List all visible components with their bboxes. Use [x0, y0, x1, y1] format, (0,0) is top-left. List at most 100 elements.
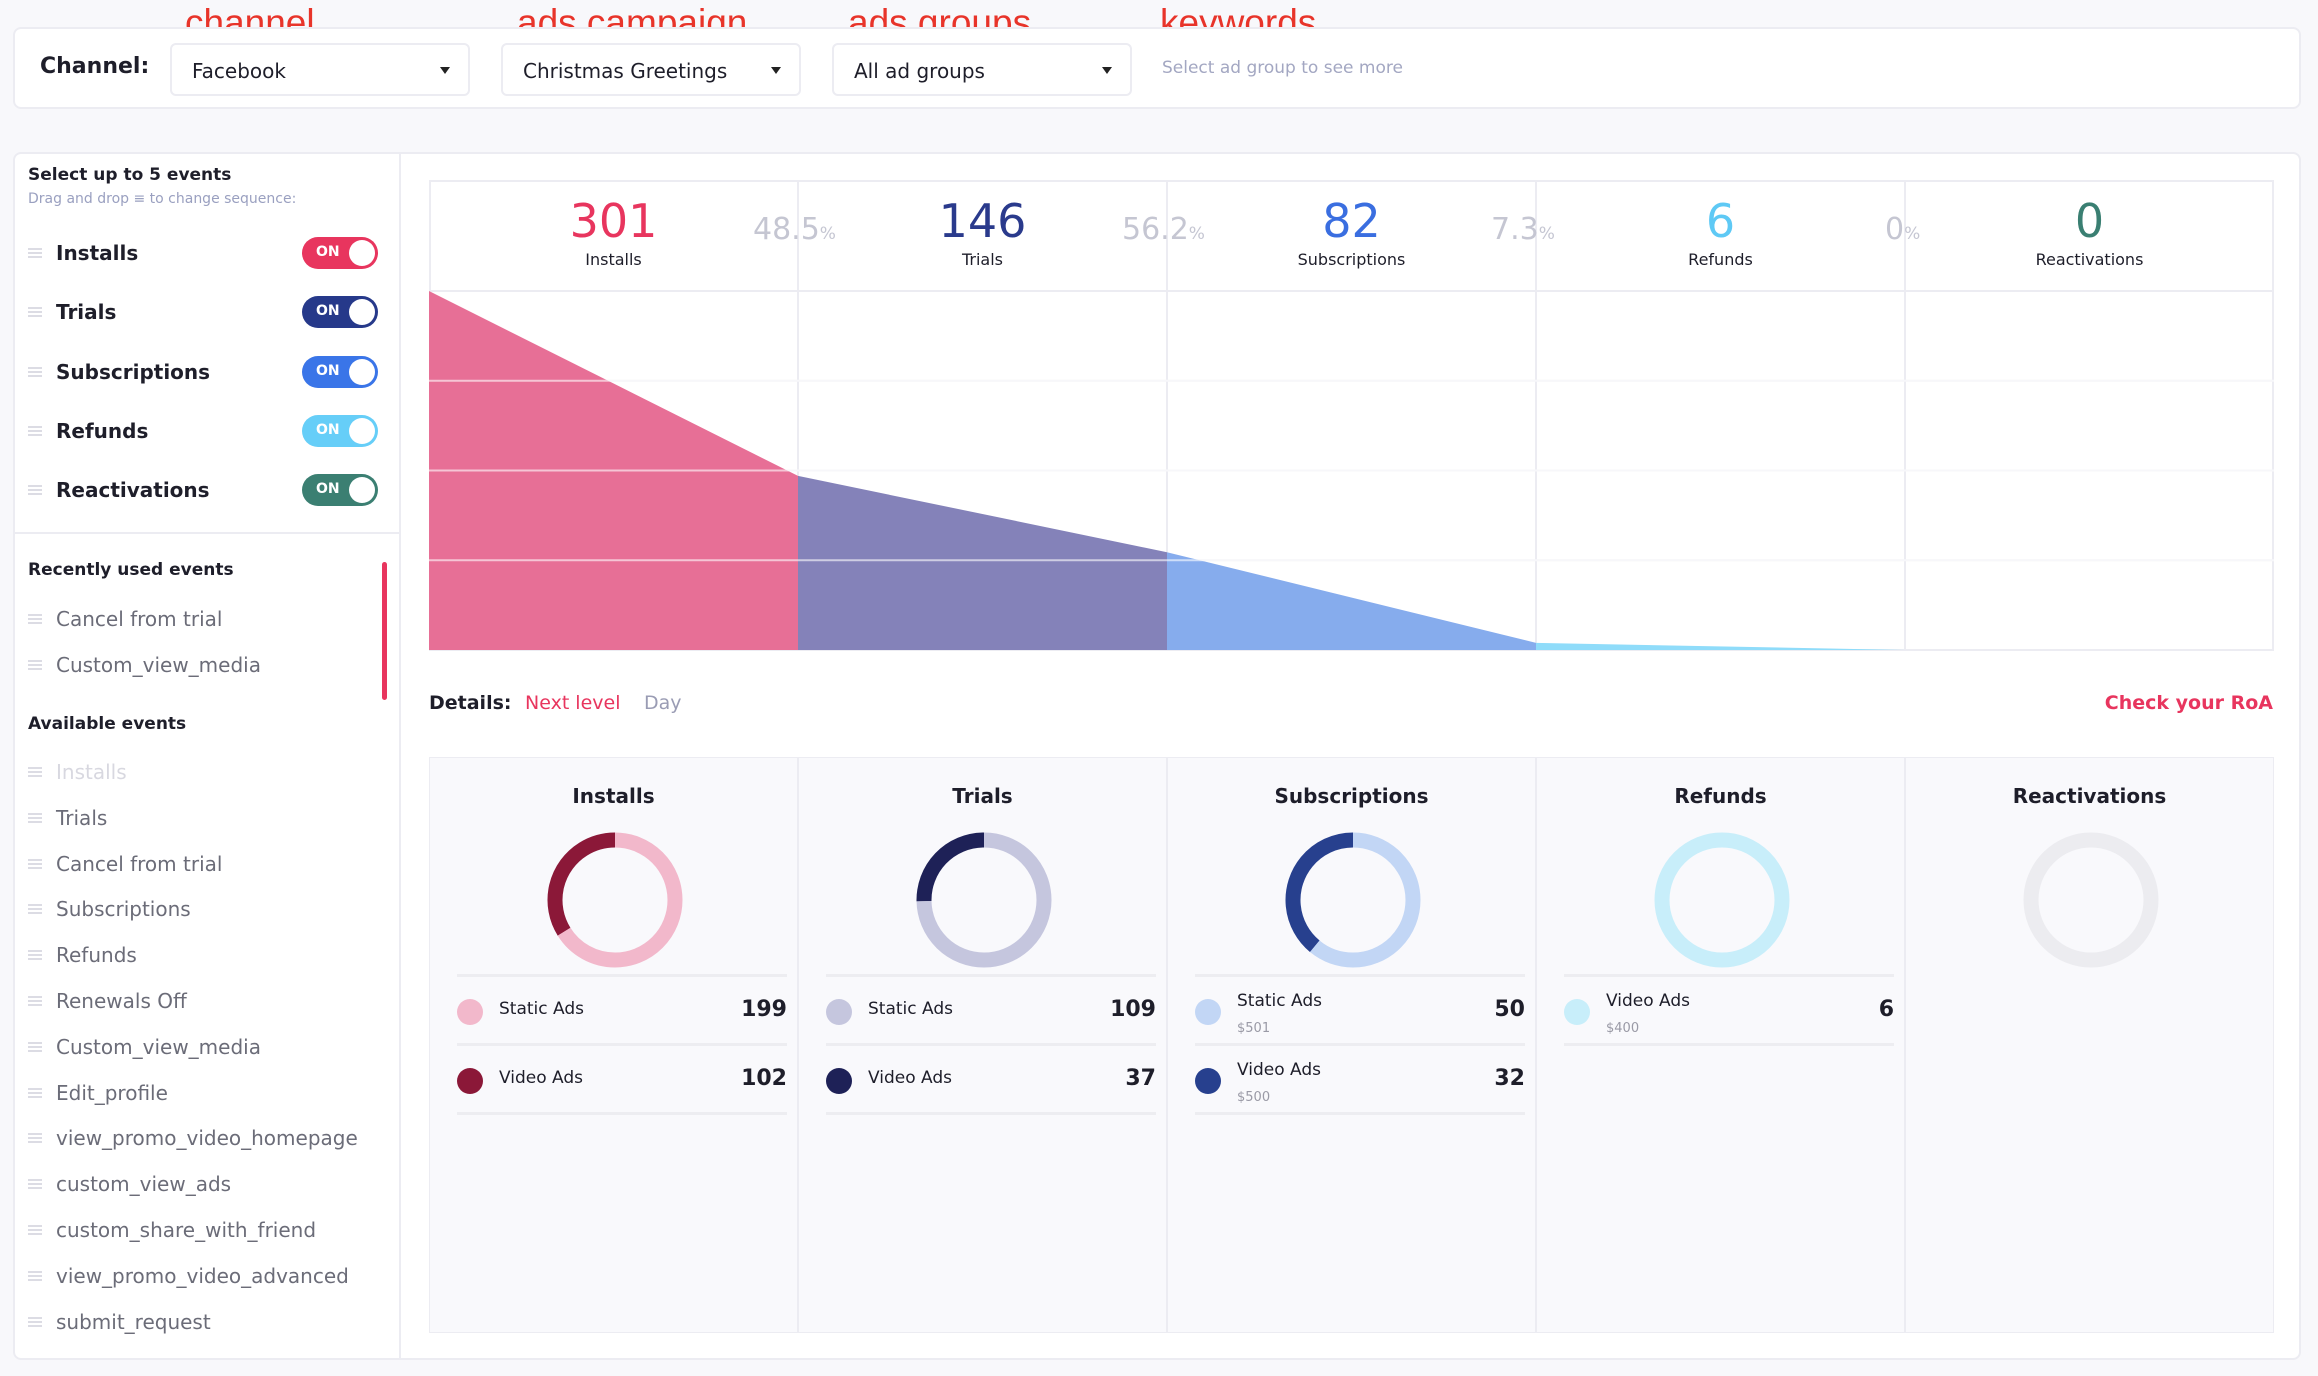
ad-group-value: All ad groups	[854, 59, 985, 83]
drag-handle-icon[interactable]	[28, 950, 42, 961]
available-event[interactable]: Cancel from trial	[28, 852, 222, 876]
channel-dropdown[interactable]: Facebook	[170, 43, 470, 96]
drag-handle-icon[interactable]	[28, 1179, 42, 1190]
available-event[interactable]: Subscriptions	[28, 897, 191, 921]
legend-row[interactable]: Video Ads 37	[826, 1043, 1156, 1113]
available-event[interactable]: Trials	[28, 806, 107, 830]
conversion-rate: 7.3%	[1491, 212, 1555, 247]
check-roa-link[interactable]: Check your RoA	[2104, 692, 2273, 714]
drag-handle-icon[interactable]	[28, 767, 42, 777]
event-toggle[interactable]: ON	[302, 474, 378, 507]
drag-handle-icon[interactable]	[28, 366, 42, 377]
event-toggle[interactable]: ON	[302, 414, 378, 447]
legend-name: Video Ads	[1606, 991, 1691, 1011]
drag-handle-icon[interactable]	[28, 1270, 42, 1281]
event-label: view_promo_video_advanced	[56, 1263, 349, 1288]
donut-slice-static-ads[interactable]	[547, 832, 683, 968]
available-event[interactable]: view_promo_video_homepage	[28, 1126, 358, 1150]
drag-handle-icon[interactable]	[28, 858, 42, 869]
selected-event-refunds[interactable]: Refunds ON	[28, 414, 378, 447]
legend-divider	[457, 1112, 787, 1115]
conversion-unit: %	[1188, 224, 1205, 244]
legend-name: Video Ads	[1237, 1060, 1322, 1080]
drag-handle-icon[interactable]	[28, 307, 42, 318]
legend-row[interactable]: Video Ads 102	[457, 1043, 787, 1113]
sidebar-scrollbar[interactable]	[382, 562, 387, 700]
conversion-value: 0	[1885, 212, 1905, 247]
step-count: 146	[938, 194, 1027, 248]
legend-name: Static Ads	[868, 999, 953, 1019]
available-event[interactable]: custom_view_ads	[28, 1172, 231, 1196]
available-event[interactable]: Custom_view_media	[28, 1035, 261, 1059]
day-tab[interactable]: Day	[644, 692, 682, 714]
drag-handle-icon[interactable]	[28, 425, 42, 436]
funnel-step-refunds: 6 Refunds	[1536, 180, 1905, 291]
drag-handle-icon[interactable]	[28, 248, 42, 258]
available-event[interactable]: custom_share_with_friend	[28, 1218, 316, 1242]
legend-dot	[1195, 1068, 1221, 1094]
donut-slice-video-ads[interactable]	[1654, 832, 1790, 968]
toggle-knob	[349, 417, 375, 444]
event-toggle[interactable]: ON	[302, 237, 378, 269]
selected-event-reactivations[interactable]: Reactivations ON	[28, 474, 378, 507]
available-event[interactable]: view_promo_video_advanced	[28, 1264, 349, 1288]
legend-row[interactable]: Static Ads 199	[457, 974, 787, 1044]
legend-row[interactable]: Static Ads 109	[826, 974, 1156, 1044]
donut-slice-static-ads[interactable]	[916, 832, 1052, 968]
panel-title: Trials	[952, 784, 1013, 808]
event-label: Cancel from trial	[56, 607, 223, 631]
channel-value: Facebook	[192, 59, 286, 83]
legend-name: Video Ads	[868, 1068, 953, 1088]
drag-handle-icon[interactable]	[28, 660, 42, 670]
recent-event[interactable]: Cancel from trial	[28, 607, 222, 631]
drag-handle-icon[interactable]	[28, 485, 42, 496]
event-label: submit_request	[56, 1309, 211, 1334]
available-event[interactable]: Renewals Off	[28, 989, 187, 1013]
event-toggle[interactable]: ON	[302, 296, 378, 329]
event-toggle[interactable]: ON	[302, 355, 378, 388]
drag-handle-icon[interactable]	[28, 1087, 42, 1098]
ad-group-dropdown[interactable]: All ad groups	[832, 43, 1132, 96]
toggle-knob	[349, 299, 375, 326]
drag-handle-icon[interactable]	[28, 1041, 42, 1052]
recent-event[interactable]: Custom_view_media	[28, 653, 261, 677]
drag-handle-icon[interactable]	[28, 904, 42, 915]
available-event[interactable]: Edit_profile	[28, 1081, 168, 1105]
donut-slice-static-ads[interactable]	[1285, 832, 1421, 968]
event-label: Reactivations	[56, 478, 210, 503]
legend-row[interactable]: Video Ads $400 6	[1564, 974, 1894, 1044]
breakdown-reactivations: Reactivations	[1905, 757, 2274, 1333]
legend-name: Static Ads	[1237, 991, 1322, 1011]
conversion-unit: %	[1538, 224, 1555, 244]
legend-value: 32	[1494, 1066, 1525, 1091]
next-level-tab[interactable]: Next level	[525, 692, 621, 714]
event-label: Subscriptions	[56, 897, 191, 922]
legend-dot	[1564, 999, 1590, 1025]
drag-handle-icon[interactable]	[28, 1133, 42, 1144]
toggle-knob	[349, 358, 375, 385]
event-label: Installs	[56, 760, 127, 784]
event-label: custom_share_with_friend	[56, 1218, 317, 1242]
drag-handle-icon[interactable]	[28, 1316, 42, 1327]
available-event[interactable]: Installs	[28, 760, 127, 784]
legend-divider	[1195, 1112, 1525, 1115]
breakdown-trials: Trials Static Ads 109 Video Ads 37	[798, 757, 1167, 1333]
legend-row[interactable]: Video Ads $500 32	[1195, 1043, 1525, 1113]
keywords-hint: Select ad group to see more	[1162, 58, 1403, 78]
available-event[interactable]: submit_request	[28, 1310, 211, 1334]
drag-handle-icon[interactable]	[28, 1225, 42, 1235]
drag-handle-icon[interactable]	[28, 812, 42, 823]
legend-dot	[457, 999, 483, 1025]
legend-divider	[1564, 1043, 1894, 1046]
selected-event-trials[interactable]: Trials ON	[28, 296, 378, 329]
drag-handle-icon[interactable]	[28, 614, 42, 624]
legend-row[interactable]: Static Ads $501 50	[1195, 974, 1525, 1044]
campaign-dropdown[interactable]: Christmas Greetings	[501, 43, 801, 96]
available-event[interactable]: Refunds	[28, 943, 137, 967]
drag-handle-icon[interactable]	[28, 996, 42, 1006]
legend-value: 199	[741, 997, 787, 1022]
toggle-label: ON	[316, 481, 340, 498]
selected-event-subscriptions[interactable]: Subscriptions ON	[28, 355, 378, 388]
selected-event-installs[interactable]: Installs ON	[28, 237, 378, 269]
step-count: 6	[1705, 194, 1736, 248]
